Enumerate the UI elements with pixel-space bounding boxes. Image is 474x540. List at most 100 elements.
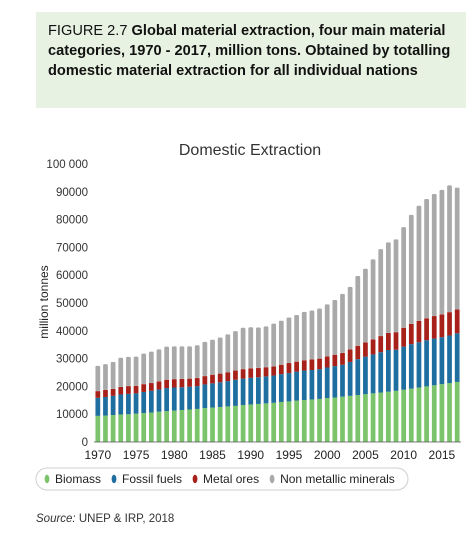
bar-non-metallic-minerals-2012 [416, 205, 422, 321]
bar-non-metallic-minerals-1989 [240, 327, 246, 370]
legend: Biomass Fossil fuels Metal ores Non metalli… [35, 467, 409, 491]
bar-non-metallic-minerals-1971 [103, 364, 108, 391]
bar-fossil-fuels-1983 [194, 386, 200, 409]
bar-non-metallic-minerals-2001 [332, 299, 338, 355]
bars [95, 185, 460, 442]
legend-swatch-biomass [44, 474, 50, 484]
bar-non-metallic-minerals-1998 [309, 310, 315, 360]
bar-biomass-1978 [156, 411, 162, 442]
bar-metal-ores-2017 [454, 309, 460, 334]
bar-metal-ores-1981 [179, 378, 185, 388]
bar-biomass-1982 [187, 409, 192, 442]
bar-fossil-fuels-2013 [424, 340, 429, 387]
source-label: Source: [36, 513, 76, 525]
bar-non-metallic-minerals-2006 [370, 259, 376, 340]
bar-metal-ores-1986 [217, 373, 223, 383]
bar-metal-ores-1991 [256, 368, 261, 378]
y-tick-label: 80000 [56, 215, 88, 227]
bar-non-metallic-minerals-2007 [378, 249, 384, 337]
bar-non-metallic-minerals-2002 [340, 293, 345, 354]
bar-non-metallic-minerals-1977 [148, 351, 154, 384]
bar-non-metallic-minerals-1996 [294, 314, 299, 362]
bar-non-metallic-minerals-1980 [171, 346, 177, 380]
bar-metal-ores-1970 [95, 391, 101, 398]
bar-metal-ores-2011 [408, 323, 414, 345]
bar-metal-ores-1992 [263, 367, 269, 377]
y-tick-label: 30000 [56, 354, 88, 366]
bar-biomass-2009 [393, 390, 399, 442]
bar-fossil-fuels-1977 [148, 390, 154, 413]
bar-metal-ores-2009 [393, 332, 399, 350]
figure-title: Global material extraction, four main ma… [48, 23, 451, 79]
bar-biomass-1991 [256, 403, 261, 442]
bar-biomass-1996 [294, 400, 299, 442]
source-text: UNEP & IRP, 2018 [78, 513, 175, 525]
bar-fossil-fuels-2015 [439, 337, 445, 385]
bar-fossil-fuels-1990 [248, 377, 254, 405]
bar-biomass-2008 [385, 391, 391, 442]
bar-biomass-1974 [126, 414, 131, 442]
y-tick-label: 10000 [56, 409, 88, 421]
bar-non-metallic-minerals-2015 [439, 189, 445, 315]
bar-biomass-2014 [431, 385, 437, 442]
bar-metal-ores-1972 [110, 388, 116, 396]
x-tick-label: 2005 [352, 448, 379, 462]
bar-fossil-fuels-2006 [370, 354, 376, 394]
bar-non-metallic-minerals-2017 [454, 187, 460, 310]
bar-metal-ores-2015 [439, 314, 445, 338]
y-tick-label: 90000 [56, 187, 88, 199]
stacked-bar-chart: Domestic Extraction million tonnes 0 1000… [35, 142, 461, 491]
bar-metal-ores-1979 [164, 379, 170, 389]
legend-box [35, 467, 409, 491]
bar-biomass-1981 [179, 410, 185, 442]
bar-metal-ores-1993 [271, 366, 277, 376]
bar-metal-ores-2005 [363, 342, 368, 357]
bar-metal-ores-2008 [385, 333, 391, 350]
x-tick-label: 2015 [429, 448, 456, 462]
figure-label: FIGURE 2.7 [48, 23, 128, 39]
bar-fossil-fuels-1989 [240, 378, 246, 406]
bar-fossil-fuels-1998 [309, 370, 315, 400]
bar-metal-ores-1973 [118, 386, 124, 395]
bar-fossil-fuels-2005 [363, 356, 368, 395]
bar-biomass-2002 [340, 396, 345, 442]
bar-fossil-fuels-1971 [103, 396, 108, 416]
y-tick-label: 100 000 [46, 159, 88, 171]
bar-metal-ores-1988 [233, 370, 238, 380]
bar-biomass-2013 [424, 386, 429, 442]
bar-fossil-fuels-2011 [408, 344, 414, 389]
bar-fossil-fuels-1978 [156, 389, 162, 412]
bar-fossil-fuels-2001 [332, 366, 338, 398]
y-tick-label: 70000 [56, 242, 88, 254]
bar-biomass-2004 [355, 395, 361, 442]
bar-biomass-1997 [301, 400, 307, 442]
bar-non-metallic-minerals-1999 [317, 308, 322, 359]
bar-metal-ores-2001 [332, 354, 338, 367]
bar-non-metallic-minerals-1979 [164, 346, 170, 380]
bar-fossil-fuels-1974 [126, 393, 131, 415]
x-axis: 1970 1975 1980 1985 1990 1995 2000 2005 2010 2015 [84, 448, 455, 462]
bar-biomass-1970 [95, 415, 101, 442]
bar-fossil-fuels-1986 [217, 382, 223, 407]
bar-fossil-fuels-1991 [256, 377, 261, 404]
bar-biomass-2011 [408, 388, 414, 442]
bar-fossil-fuels-1976 [141, 391, 147, 414]
bar-non-metallic-minerals-2011 [408, 214, 414, 324]
bar-fossil-fuels-2000 [324, 367, 330, 399]
bar-biomass-2017 [454, 381, 460, 442]
bar-non-metallic-minerals-1975 [133, 356, 139, 386]
bar-metal-ores-2000 [324, 356, 330, 368]
y-tick-label: 50000 [56, 298, 88, 310]
bar-fossil-fuels-2012 [416, 342, 422, 388]
bar-biomass-1976 [141, 413, 147, 442]
bar-biomass-1987 [225, 406, 231, 442]
bar-metal-ores-2002 [340, 353, 345, 365]
figure-caption: FIGURE 2.7 Global material extraction, f… [36, 12, 466, 108]
bar-biomass-1980 [171, 410, 177, 442]
x-tick-label: 1985 [199, 448, 226, 462]
bar-fossil-fuels-1984 [202, 384, 208, 409]
bar-non-metallic-minerals-1983 [194, 345, 200, 379]
bar-fossil-fuels-1992 [263, 376, 269, 404]
bar-metal-ores-1985 [210, 374, 215, 384]
bar-biomass-1999 [317, 398, 322, 442]
